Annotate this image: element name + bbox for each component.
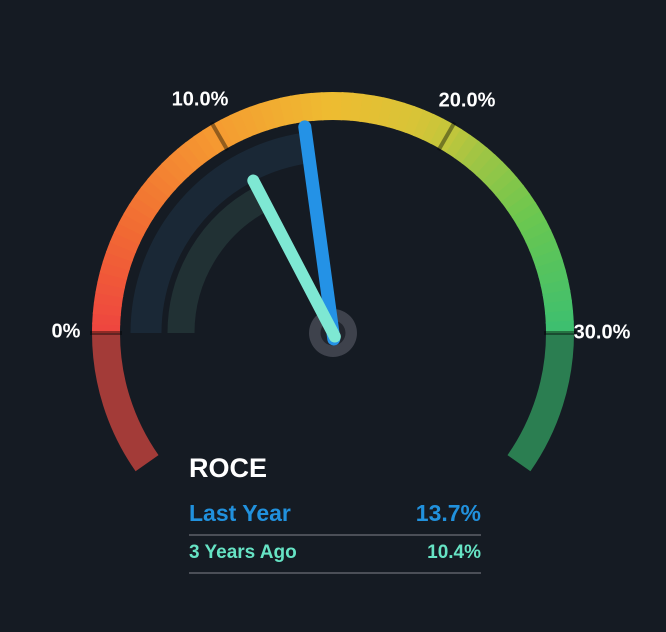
gauge-legend: ROCE Last Year 13.7% 3 Years Ago 10.4% [189, 453, 481, 574]
gauge-band-muted-high [507, 332, 574, 472]
gauge-tick-label-0: 0% [51, 320, 81, 343]
legend-divider-1 [189, 534, 481, 536]
gauge-tick-label-20: 20.0% [438, 89, 496, 112]
legend-value-last-year: 13.7% [415, 500, 481, 526]
legend-label-3-years-ago: 3 Years Ago [189, 542, 297, 563]
legend-row-last-year: Last Year 13.7% [189, 499, 481, 527]
gauge-needle-last-year [298, 120, 341, 346]
gauge-title: ROCE [189, 453, 268, 483]
legend-row-3-years-ago: 3 Years Ago 10.4% [189, 541, 481, 565]
gauge-tick-label-30: 30.0% [573, 321, 631, 344]
gauge-tick-label-10: 10.0% [171, 88, 229, 111]
gauge-band-muted-low [92, 332, 159, 472]
gauge-needle-3-years-ago [247, 174, 341, 343]
legend-divider-2 [189, 572, 481, 574]
gauge-track-last-year [130, 132, 310, 334]
gauge-tick-mark-10 [209, 121, 230, 152]
gauge-track-3-years-ago [167, 186, 270, 334]
legend-value-3-years-ago: 10.4% [427, 542, 481, 563]
legend-label-last-year: Last Year [189, 500, 291, 526]
gauge-tick-mark-20 [436, 121, 457, 152]
